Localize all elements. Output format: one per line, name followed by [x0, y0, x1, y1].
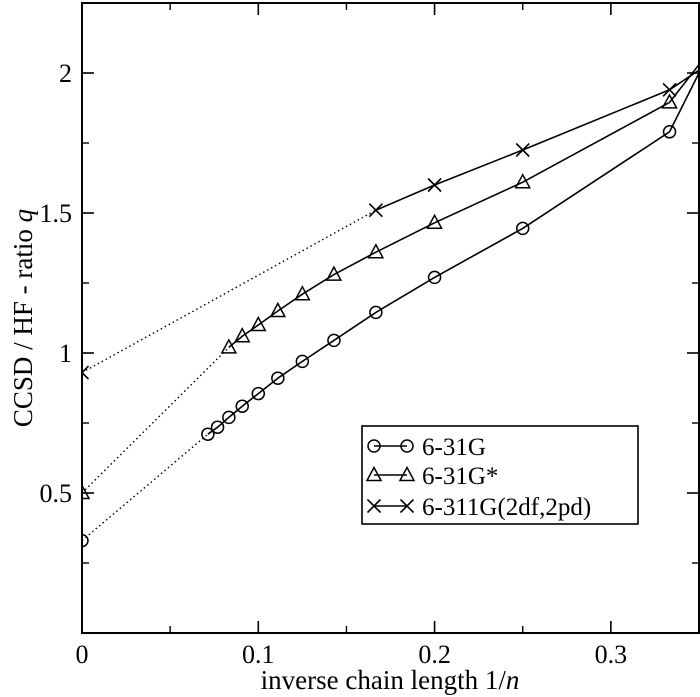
- data-point: [250, 315, 267, 332]
- series-circle: [82, 72, 699, 548]
- data-point: [235, 399, 249, 413]
- intercept-point: [82, 533, 89, 548]
- series-line: [375, 69, 699, 211]
- data-point: [368, 203, 383, 218]
- data-point: [367, 243, 385, 259]
- y-axis-title: CCSD / HF - ratio q: [8, 209, 38, 427]
- x-tick-label: 0.3: [595, 640, 628, 669]
- legend-marker: [366, 498, 382, 514]
- legend-entry: 6-311G(2df,2pd): [366, 494, 591, 521]
- x-tick-label: 0.2: [418, 640, 451, 669]
- data-point: [233, 327, 251, 343]
- data-point: [295, 354, 310, 369]
- data-point: [210, 420, 225, 434]
- legend-label: 6-31G: [422, 434, 486, 461]
- x-axis-title: inverse chain length 1/n: [261, 665, 520, 695]
- data-point: [369, 305, 383, 320]
- legend-marker: [400, 439, 414, 453]
- data-point: [327, 333, 341, 348]
- data-point: [515, 221, 530, 236]
- extrapolation-line: [82, 346, 230, 494]
- y-tick-label: 2: [59, 59, 72, 88]
- y-tick-label: 1.5: [40, 199, 73, 228]
- legend-label: 6-31G*: [422, 463, 498, 490]
- data-point: [222, 410, 236, 425]
- data-point: [271, 371, 285, 385]
- plot-frame: [81, 2, 700, 634]
- axes: [81, 2, 700, 634]
- data-point: [662, 82, 677, 97]
- series-cross: [82, 69, 699, 380]
- legend-marker: [367, 439, 381, 453]
- legend-entry: 6-31G: [367, 434, 486, 461]
- data-point: [514, 173, 531, 189]
- x-tick-label: 0.1: [242, 640, 275, 669]
- data-point: [220, 338, 238, 354]
- data-point: [661, 93, 678, 109]
- data-point: [426, 213, 443, 230]
- extrapolation-line: [82, 209, 377, 374]
- data-point: [294, 285, 311, 301]
- intercept-point: [82, 483, 91, 500]
- y-tick-label: 0.5: [40, 479, 73, 508]
- ticks: 0 0.1 0.2 0.3 0.5 1 1.5 2: [40, 3, 699, 669]
- legend-marker: [365, 465, 383, 482]
- y-tick-label: 1: [59, 339, 72, 368]
- intercept-point: [82, 365, 90, 380]
- data-point: [662, 125, 677, 139]
- data-point: [427, 270, 442, 285]
- data-point: [325, 265, 343, 281]
- extrapolation-line: [82, 433, 209, 542]
- legend-label: 6-311G(2df,2pd): [422, 494, 591, 521]
- data-point: [251, 386, 266, 401]
- series-triangle: [82, 64, 699, 500]
- legend-marker: [399, 498, 415, 514]
- series-layer: [82, 64, 699, 548]
- data-point: [269, 301, 287, 318]
- x-tick-label: 0: [76, 640, 89, 669]
- data-point: [201, 427, 215, 441]
- data-point: [427, 177, 442, 193]
- legend-marker: [398, 465, 416, 482]
- series-line: [207, 72, 699, 435]
- legend-entry: 6-31G*: [365, 463, 498, 490]
- data-point: [515, 142, 530, 158]
